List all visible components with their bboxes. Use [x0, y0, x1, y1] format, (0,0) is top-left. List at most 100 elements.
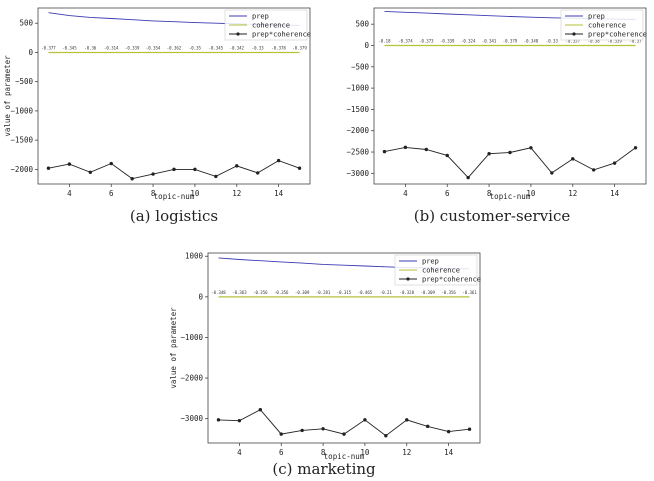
y-axis-label: value of parameter: [3, 55, 12, 137]
data-point: [300, 428, 304, 433]
x-tick-label: 10: [360, 448, 370, 457]
y-tick-label: −3000: [180, 414, 203, 423]
series-coherence: -0.18 -0.374 -0.373 -0.339 -0.324 -0.341 -0.37…: [378, 39, 642, 47]
data-point: [467, 427, 472, 431]
data-point: [130, 177, 134, 181]
data-point: [571, 157, 575, 161]
plot-frame: [37, 7, 311, 185]
y-tick-label: −1000: [346, 84, 369, 93]
data-point: [487, 152, 491, 156]
data-point: [508, 150, 512, 155]
y-tick-label: −2000: [10, 165, 33, 174]
data-label: -0.314: [104, 45, 119, 50]
x-tick-label: 14: [610, 189, 620, 198]
legend-label: prep*coherence: [422, 276, 481, 284]
y-axis-label: value of parameter: [169, 307, 178, 389]
data-label: -0.377: [41, 45, 56, 50]
data-point: [258, 408, 263, 412]
data-point: [88, 170, 93, 175]
x-tick-label: 10: [526, 189, 536, 198]
data-label: -0.33: [252, 45, 265, 50]
data-point: [214, 174, 218, 179]
data-label: -0.348: [524, 39, 539, 44]
data-point: [382, 149, 387, 154]
x-tick-label: 12: [568, 189, 577, 198]
data-label: -0.339: [440, 39, 455, 44]
data-point: [109, 161, 113, 166]
legend-label: coherence: [422, 267, 460, 275]
data-point: [445, 153, 449, 158]
legend-marker: [406, 277, 410, 281]
legend-label: coherence: [588, 22, 626, 30]
data-label: -0.378: [271, 45, 286, 50]
data-label: -0.356: [253, 290, 268, 295]
x-tick-label: 6: [445, 189, 450, 198]
y-tick-label: 0: [364, 41, 369, 50]
y-tick-label: −2000: [180, 374, 203, 383]
y-tick-label: −3000: [346, 169, 369, 178]
legend-label: prep: [252, 13, 269, 21]
data-point: [446, 429, 451, 434]
data-label: -0.357: [566, 39, 581, 44]
data-point: [550, 171, 554, 175]
data-point: [425, 424, 430, 429]
series-prep-coherence: [382, 145, 638, 180]
y-tick-label: −2000: [346, 126, 369, 135]
data-point: [193, 167, 197, 172]
legend-label: coherence: [252, 22, 290, 30]
data-label: -0.281: [316, 290, 331, 295]
data-point: [235, 164, 239, 168]
plot-frame: [373, 7, 647, 185]
data-label: -0.38: [588, 39, 601, 44]
legend-marker: [236, 32, 240, 36]
data-label: -0.341: [482, 39, 497, 44]
data-label: -0.379: [503, 39, 518, 44]
data-label: -0.315: [337, 290, 352, 295]
y-tick-label: 500: [19, 19, 33, 28]
data-point: [403, 145, 408, 150]
data-point: [363, 418, 367, 422]
panel-caption: (b) customer-service: [414, 207, 571, 225]
panel-caption: (a) logistics: [130, 207, 218, 225]
data-label: -0.379: [292, 45, 307, 50]
data-point: [321, 427, 325, 431]
x-tick-label: 4: [67, 189, 72, 198]
data-label: -0.328: [400, 290, 415, 295]
data-point: [151, 172, 155, 176]
data-point: [46, 166, 51, 170]
data-label: -0.36: [84, 45, 97, 50]
data-point: [255, 171, 260, 175]
y-tick-label: −1000: [10, 106, 33, 115]
panel-caption: (c) marketing: [272, 460, 376, 478]
y-tick-label: −500: [351, 62, 370, 71]
data-point: [279, 432, 283, 436]
data-label: -0.354: [146, 45, 161, 50]
legend-label: prep*coherence: [252, 31, 311, 39]
x-tick-label: 12: [232, 189, 241, 198]
x-tick-label: 4: [403, 189, 408, 198]
series-prep-coherence: [46, 158, 302, 181]
x-tick-label: 8: [151, 189, 156, 198]
data-point: [237, 418, 242, 423]
data-point: [424, 147, 429, 152]
panel-2: 4 6 8 10 12 14 500 0 −500 −1000 −1500 −2000 −2500 −30…: [346, 7, 647, 225]
y-tick-label: −2500: [346, 148, 369, 157]
y-tick-label: 0: [198, 292, 203, 301]
panel-1: 4 6 8 10 12 14 500 0 −500 −1000 −1500 −2000 topic-nu…: [3, 7, 311, 225]
x-tick-label: 12: [402, 448, 411, 457]
legend-label: prep*coherence: [588, 31, 647, 39]
legend-label: prep: [588, 13, 605, 21]
data-label: -0.373: [419, 39, 434, 44]
data-label: -0.18: [378, 39, 391, 44]
data-point: [612, 161, 617, 165]
series-line: [218, 409, 470, 437]
data-point: [276, 158, 281, 163]
x-tick-label: 10: [190, 189, 200, 198]
x-axis-label: topic-num: [154, 192, 195, 201]
x-tick-label: 14: [444, 448, 454, 457]
plot-frame: [207, 252, 481, 444]
y-tick-label: −1500: [346, 105, 369, 114]
data-label: -0.324: [461, 39, 476, 44]
